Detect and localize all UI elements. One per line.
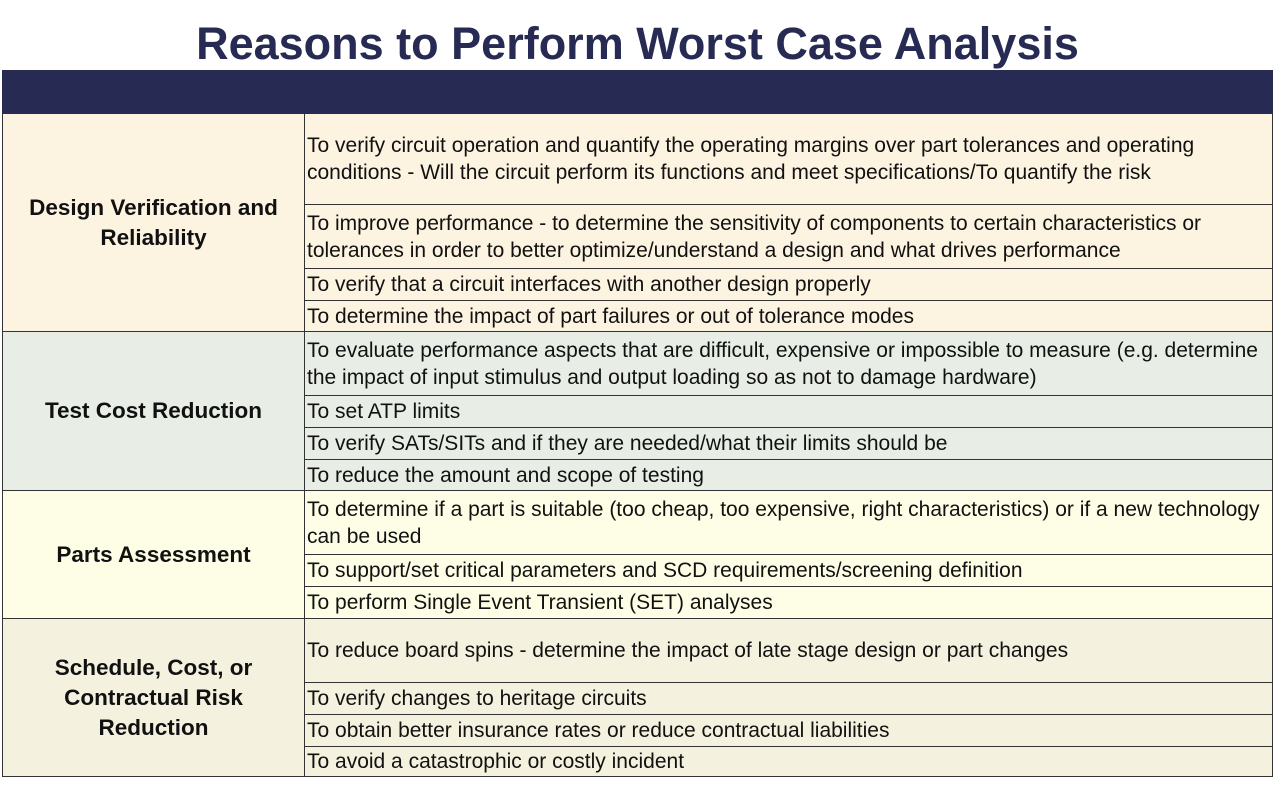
- reason-cell: To verify SATs/SITs and if they are need…: [304, 427, 1273, 460]
- table-row: To obtain better insurance rates or redu…: [3, 714, 1273, 747]
- reason-cell: To support/set critical parameters and S…: [304, 554, 1273, 587]
- table-row: To verify SATs/SITs and if they are need…: [3, 427, 1273, 460]
- reason-cell: To verify that a circuit interfaces with…: [304, 268, 1273, 301]
- reason-cell: To improve performance - to determine th…: [304, 204, 1273, 269]
- reason-cell: To determine the impact of part failures…: [304, 300, 1273, 332]
- reason-cell: To avoid a catastrophic or costly incide…: [304, 746, 1273, 777]
- table-row: To verify changes to heritage circuits: [3, 682, 1273, 715]
- page-title: Reasons to Perform Worst Case Analysis: [196, 18, 1079, 69]
- reason-cell: To evaluate performance aspects that are…: [304, 331, 1273, 396]
- table-row: To determine the impact of part failures…: [3, 300, 1273, 332]
- table-row: Parts Assessment To determine if a part i…: [2, 490, 1273, 619]
- reason-cell: To verify circuit operation and quantify…: [304, 113, 1273, 205]
- table-row: Test Cost Reduction To evaluate performan…: [2, 331, 1273, 491]
- category-cell: Design Verification and Reliability: [2, 113, 305, 332]
- table-row: To improve performance - to determine th…: [3, 204, 1273, 269]
- reason-cell: To set ATP limits: [304, 395, 1273, 428]
- reason-cell: To perform Single Event Transient (SET) …: [304, 586, 1273, 619]
- reason-cell: To reduce board spins - determine the im…: [304, 618, 1273, 683]
- reasons-table: Design Verification and Reliability To ve…: [2, 70, 1273, 777]
- table-row: Schedule, Cost, or Contractual Risk Redu…: [2, 618, 1273, 777]
- category-cell: Schedule, Cost, or Contractual Risk Redu…: [2, 618, 305, 777]
- reason-cell: To obtain better insurance rates or redu…: [304, 714, 1273, 747]
- table-row: To perform Single Event Transient (SET) …: [3, 586, 1273, 619]
- reason-cell: To determine if a part is suitable (too …: [304, 490, 1273, 555]
- table-header-row: [2, 70, 1273, 114]
- table-row: To set ATP limits: [3, 395, 1273, 428]
- table-row: To verify that a circuit interfaces with…: [3, 268, 1273, 301]
- table-row: Design Verification and Reliability To ve…: [2, 113, 1273, 332]
- reason-cell: To verify changes to heritage circuits: [304, 682, 1273, 715]
- table-row: To support/set critical parameters and S…: [3, 554, 1273, 587]
- reason-cell: To reduce the amount and scope of testin…: [304, 459, 1273, 491]
- category-cell: Parts Assessment: [2, 490, 305, 619]
- table-row: To avoid a catastrophic or costly incide…: [3, 746, 1273, 777]
- category-cell: Test Cost Reduction: [2, 331, 305, 491]
